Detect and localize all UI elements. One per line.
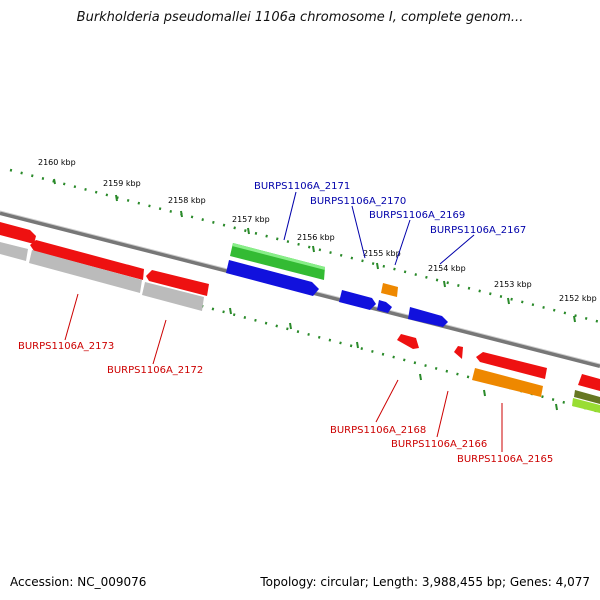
gene-gray-2173 bbox=[0, 242, 28, 261]
tick-label-2159: 2159 kbp bbox=[103, 179, 141, 188]
label-burps1106a-2166[interactable]: BURPS1106A_2166 bbox=[391, 439, 487, 450]
forward-leaders bbox=[283, 191, 475, 266]
map-title: Burkholderia pseudomallei 1106a chromoso… bbox=[76, 10, 524, 25]
gene-burps1106a-2165[interactable] bbox=[476, 352, 547, 379]
tick-label-2160: 2160 kbp bbox=[38, 158, 76, 167]
tick-label-2157: 2157 kbp bbox=[232, 215, 270, 224]
label-burps1106a-2172[interactable]: BURPS1106A_2172 bbox=[107, 365, 203, 376]
tick-label-2152: 2152 kbp bbox=[559, 294, 597, 303]
tick-label-2158: 2158 kbp bbox=[168, 196, 206, 205]
tick-label-2154: 2154 kbp bbox=[428, 264, 466, 273]
gene-orange-2165[interactable] bbox=[472, 368, 543, 397]
gene-red-right[interactable] bbox=[578, 374, 600, 391]
label-burps1106a-2168[interactable]: BURPS1106A_2168 bbox=[330, 425, 426, 436]
gene-burps1106a-2171[interactable] bbox=[230, 243, 325, 280]
topology-text: Topology: circular; Length: 3,988,455 bp… bbox=[260, 575, 590, 589]
label-burps1106a-2165[interactable]: BURPS1106A_2165 bbox=[457, 454, 553, 465]
gene-blue-small[interactable] bbox=[377, 300, 392, 313]
gene-burps1106a-2173[interactable] bbox=[30, 240, 144, 280]
outer-tick-track bbox=[9, 168, 600, 324]
gene-burps1106a-2168[interactable] bbox=[397, 334, 419, 349]
gene-gray-2172a bbox=[29, 250, 142, 293]
reverse-leaders bbox=[64, 293, 503, 452]
gene-burps1106a-2167[interactable] bbox=[408, 307, 448, 327]
gene-gray-2172b bbox=[142, 282, 204, 311]
forward-genes bbox=[0, 222, 398, 297]
label-burps1106a-2169[interactable]: BURPS1106A_2169 bbox=[369, 210, 465, 221]
accession-text: Accession: NC_009076 bbox=[10, 575, 147, 589]
tick-label-2156: 2156 kbp bbox=[297, 233, 335, 242]
label-burps1106a-2167[interactable]: BURPS1106A_2167 bbox=[430, 225, 526, 236]
gene-burps1106a-2172[interactable] bbox=[146, 270, 209, 296]
label-burps1106a-2173[interactable]: BURPS1106A_2173 bbox=[18, 341, 114, 352]
gene-olive-right[interactable] bbox=[574, 390, 600, 404]
outer-major-ticks bbox=[53, 178, 576, 323]
gene-burps1106a-2166[interactable] bbox=[454, 346, 463, 359]
gene-burps1106a-2169[interactable] bbox=[381, 283, 398, 297]
tick-label-2155: 2155 kbp bbox=[363, 249, 401, 258]
gene-2171-shine bbox=[232, 243, 325, 270]
gene-blue-2171[interactable] bbox=[226, 260, 319, 296]
gene-lime-right[interactable] bbox=[572, 398, 600, 413]
reverse-genes bbox=[0, 240, 600, 413]
label-burps1106a-2170[interactable]: BURPS1106A_2170 bbox=[310, 196, 406, 207]
tick-label-2153: 2153 kbp bbox=[494, 280, 532, 289]
gene-red-left[interactable] bbox=[0, 222, 36, 244]
label-burps1106a-2171[interactable]: BURPS1106A_2171 bbox=[254, 181, 350, 192]
gene-burps1106a-2170[interactable] bbox=[339, 290, 376, 310]
